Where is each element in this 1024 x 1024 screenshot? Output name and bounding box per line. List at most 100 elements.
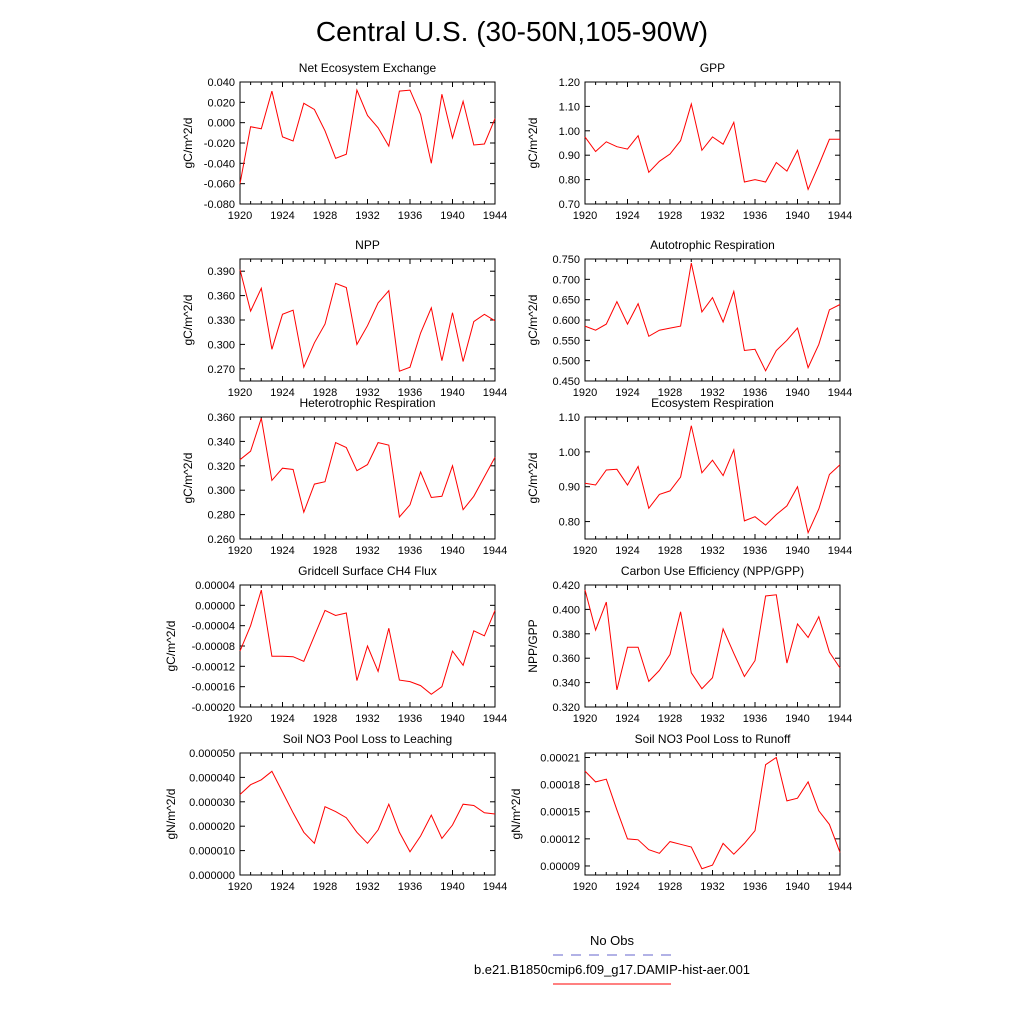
x-tick-label: 1944 (828, 881, 852, 893)
y-tick-label: -0.060 (204, 179, 235, 191)
y-tick-label: 0.00009 (540, 861, 580, 873)
y-tick-label: 0.600 (552, 315, 580, 327)
y-tick-label: 0.00021 (540, 753, 580, 765)
panel-8: Carbon Use Efficiency (NPP/GPP) 1920 1924 1… (526, 564, 852, 725)
x-tick-label: 1940 (440, 713, 464, 725)
series-line-1 (584, 102, 840, 191)
x-tick-label: 1924 (270, 387, 294, 399)
y-tick-label: 0.280 (207, 510, 235, 522)
y-tick-label: 0.320 (207, 461, 235, 473)
panel-title: GPP (700, 61, 725, 75)
x-tick-label: 1920 (228, 713, 252, 725)
x-tick-label: 1944 (828, 210, 852, 222)
panel-1: Net Ecosystem Exchange 1920 1924 1928 1932 19… (181, 61, 507, 222)
y-tick-label: 0.500 (552, 356, 580, 368)
y-tick-label: 0.340 (552, 678, 580, 690)
x-tick-label: 1928 (658, 881, 682, 893)
panels-group: Net Ecosystem Exchange 1920 1924 1928 1932 19… (164, 61, 852, 893)
y-tick-label: 0.80 (559, 517, 580, 529)
y-tick-label: 0.360 (552, 653, 580, 665)
panel-title: Net Ecosystem Exchange (299, 61, 437, 75)
y-tick-label: 0.00000 (195, 600, 235, 612)
x-tick-label: 1944 (483, 545, 507, 557)
x-tick-label: 1932 (355, 210, 379, 222)
y-tick-label: 0.000000 (189, 870, 235, 882)
y-tick-label: 0.390 (207, 266, 235, 278)
series-line-1 (239, 88, 496, 184)
y-tick-label: 0.450 (552, 376, 580, 388)
x-tick-label: 1920 (573, 713, 597, 725)
x-tick-label: 1940 (440, 881, 464, 893)
x-tick-label: 1920 (228, 387, 252, 399)
panel-7: Gridcell Surface CH4 Flux 1920 1924 1928 193… (164, 564, 507, 725)
panel-title: Carbon Use Efficiency (NPP/GPP) (621, 564, 804, 578)
y-tick-label: 0.000030 (189, 797, 235, 809)
y-axis-label: gC/m^2/d (526, 295, 540, 346)
x-tick-label: 1932 (700, 881, 724, 893)
x-tick-label: 1920 (573, 387, 597, 399)
y-tick-label: 0.380 (552, 629, 580, 641)
y-tick-label: 0.300 (207, 339, 235, 351)
plot-frame (239, 416, 496, 540)
y-axis-label: NPP/GPP (526, 619, 540, 672)
y-tick-label: 1.20 (559, 77, 580, 89)
x-tick-label: 1932 (355, 545, 379, 557)
x-tick-label: 1928 (658, 210, 682, 222)
x-tick-label: 1932 (355, 881, 379, 893)
y-tick-label: 0.00012 (540, 834, 580, 846)
series-line-1 (239, 269, 496, 372)
y-axis-label: gC/m^2/d (181, 453, 195, 504)
panel-3: NPP 1920 1924 1928 1932 1936 1940 1944 0.270 0.30… (181, 238, 507, 399)
series-line-1 (239, 418, 496, 519)
y-tick-label: -0.020 (204, 138, 235, 150)
plot-frame (584, 81, 841, 205)
y-axis-label: gC/m^2/d (526, 118, 540, 169)
x-tick-label: 1940 (440, 387, 464, 399)
y-axis-label: gC/m^2/d (181, 118, 195, 169)
y-tick-label: -0.00008 (192, 641, 235, 653)
x-tick-label: 1928 (658, 387, 682, 399)
x-tick-label: 1940 (785, 545, 809, 557)
x-tick-label: 1932 (700, 210, 724, 222)
x-tick-label: 1920 (573, 545, 597, 557)
x-tick-label: 1944 (483, 881, 507, 893)
y-tick-label: 0.360 (207, 291, 235, 303)
x-tick-label: 1932 (700, 387, 724, 399)
series-line-1 (239, 589, 496, 695)
x-tick-label: 1928 (313, 545, 337, 557)
y-tick-label: -0.040 (204, 158, 235, 170)
x-tick-label: 1932 (700, 713, 724, 725)
legend-obs-label: No Obs (590, 933, 635, 948)
y-tick-label: 1.00 (559, 126, 580, 138)
y-tick-label: 0.650 (552, 295, 580, 307)
x-tick-label: 1928 (313, 387, 337, 399)
y-tick-label: 0.000010 (189, 846, 235, 858)
y-axis-label: gC/m^2/d (526, 453, 540, 504)
y-tick-label: 0.300 (207, 485, 235, 497)
legend-model-label: b.e21.B1850cmip6.f09_g17.DAMIP-hist-aer.… (474, 962, 750, 977)
x-tick-label: 1936 (743, 881, 767, 893)
x-tick-label: 1928 (313, 713, 337, 725)
y-tick-label: 1.10 (559, 412, 580, 424)
y-tick-label: -0.00020 (192, 702, 235, 714)
y-tick-label: 0.00015 (540, 807, 580, 819)
x-tick-label: 1928 (658, 545, 682, 557)
x-tick-label: 1924 (615, 210, 639, 222)
y-tick-label: 0.270 (207, 364, 235, 376)
series-line-1 (239, 770, 496, 853)
x-tick-label: 1924 (615, 387, 639, 399)
panel-2: GPP 1920 1924 1928 1932 1936 1940 1944 0.70 0.80 0… (526, 61, 852, 222)
y-tick-label: 0.400 (552, 604, 580, 616)
x-tick-label: 1924 (270, 210, 294, 222)
plot-frame (584, 258, 841, 382)
y-tick-label: 0.00018 (540, 780, 580, 792)
figure-title: Central U.S. (30-50N,105-90W) (316, 16, 708, 47)
x-tick-label: 1940 (440, 545, 464, 557)
y-tick-label: 0.000 (207, 118, 235, 130)
x-tick-label: 1944 (828, 387, 852, 399)
x-tick-label: 1940 (440, 210, 464, 222)
plot-frame (239, 81, 496, 205)
x-tick-label: 1924 (270, 545, 294, 557)
plot-frame (584, 752, 841, 876)
